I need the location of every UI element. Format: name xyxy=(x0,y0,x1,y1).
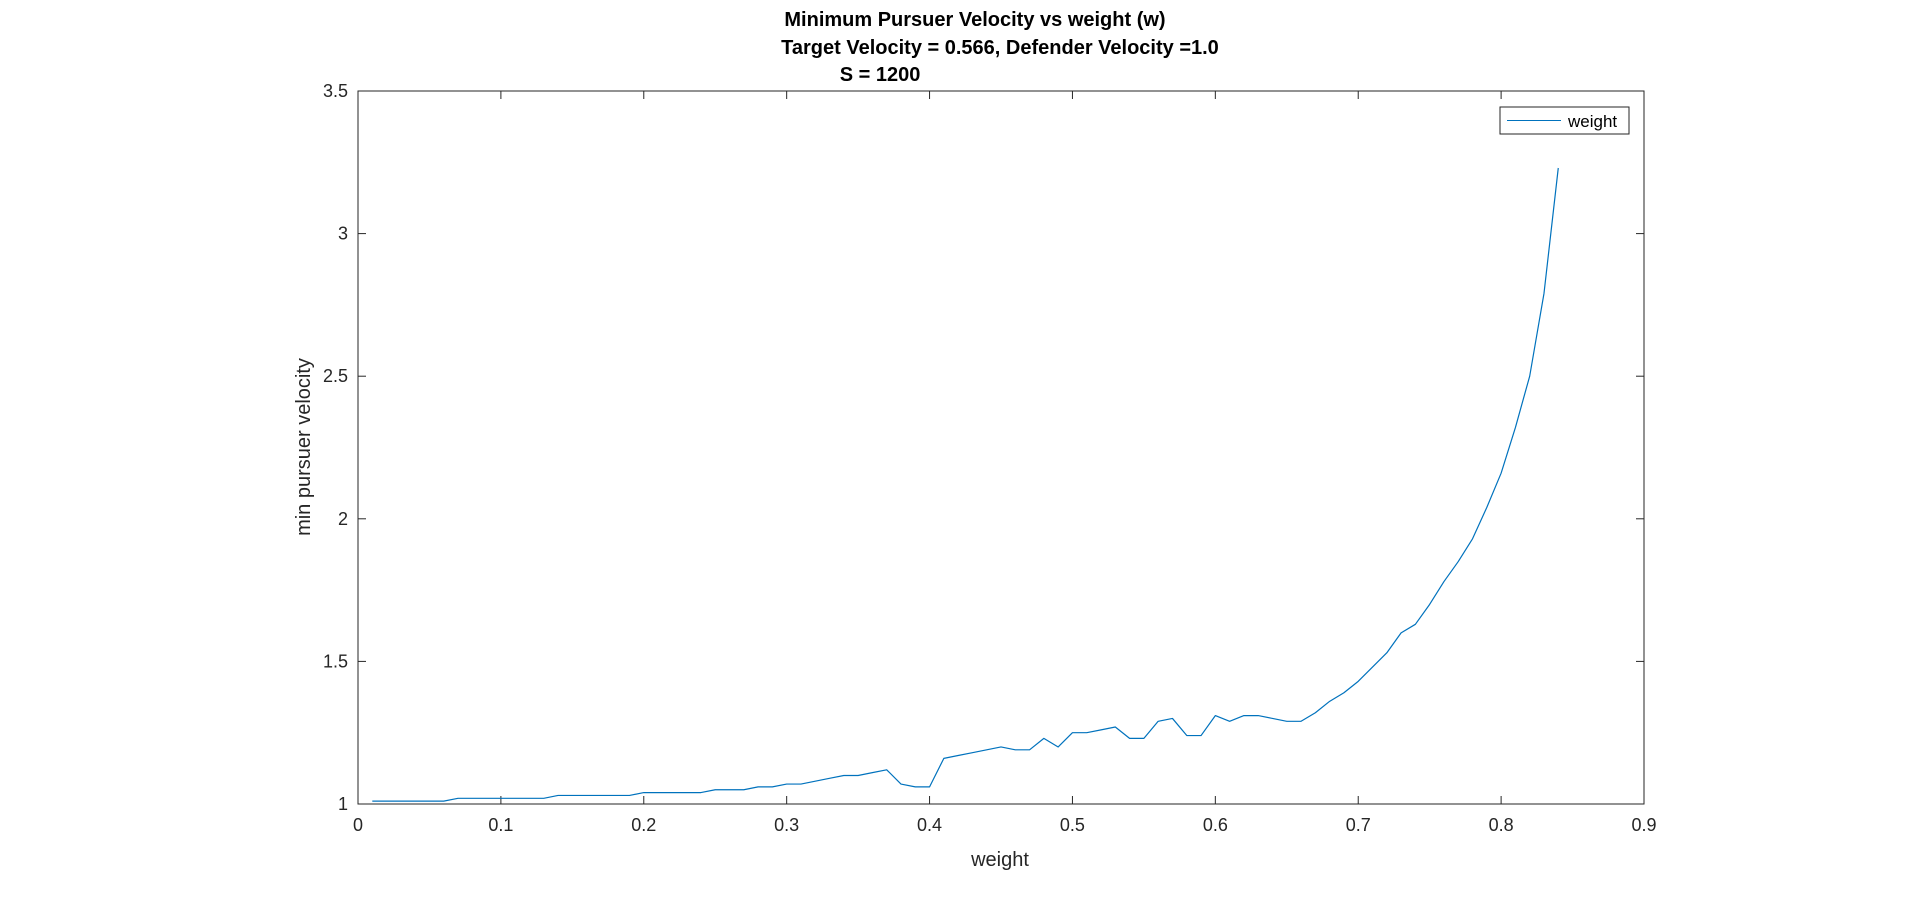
x-tick-label: 0.2 xyxy=(631,815,656,835)
series-line-weight xyxy=(372,167,1559,802)
y-tick-label: 1.5 xyxy=(323,651,348,671)
x-tick-label: 0.6 xyxy=(1203,815,1228,835)
y-tick-label: 2.5 xyxy=(323,366,348,386)
chart-title: Minimum Pursuer Velocity vs weight (w) T… xyxy=(781,9,1219,86)
plot-area xyxy=(357,90,1645,805)
legend-label: weight xyxy=(1567,112,1617,131)
x-axis-ticks: 0 0.1 0.2 0.3 0.4 0.5 0.6 0.7 0.8 0.9 xyxy=(353,91,1657,835)
x-tick-label: 0.5 xyxy=(1060,815,1085,835)
x-axis-label: weight xyxy=(970,849,1029,871)
y-tick-label: 3 xyxy=(338,224,348,244)
y-tick-label: 2 xyxy=(338,509,348,529)
x-tick-label: 0.4 xyxy=(917,815,942,835)
y-axis-ticks: 1 1.5 2 2.5 3 3.5 xyxy=(323,81,1644,814)
y-axis-label: min pursuer velocity xyxy=(293,358,315,536)
x-tick-label: 0 xyxy=(353,815,363,835)
y-tick-label: 1 xyxy=(338,794,348,814)
x-tick-label: 0.7 xyxy=(1346,815,1371,835)
y-tick-label: 3.5 xyxy=(323,81,348,101)
x-tick-label: 0.8 xyxy=(1489,815,1514,835)
x-tick-label: 0.3 xyxy=(774,815,799,835)
series-layer xyxy=(372,167,1559,802)
chart-title-line-2: Target Velocity = 0.566, Defender Veloci… xyxy=(781,37,1219,59)
legend[interactable]: weight xyxy=(1499,106,1630,135)
chart-title-line-3: S = 1200 xyxy=(840,64,921,86)
x-tick-label: 0.1 xyxy=(488,815,513,835)
x-tick-label: 0.9 xyxy=(1631,815,1656,835)
chart-title-line-1: Minimum Pursuer Velocity vs weight (w) xyxy=(784,9,1165,31)
